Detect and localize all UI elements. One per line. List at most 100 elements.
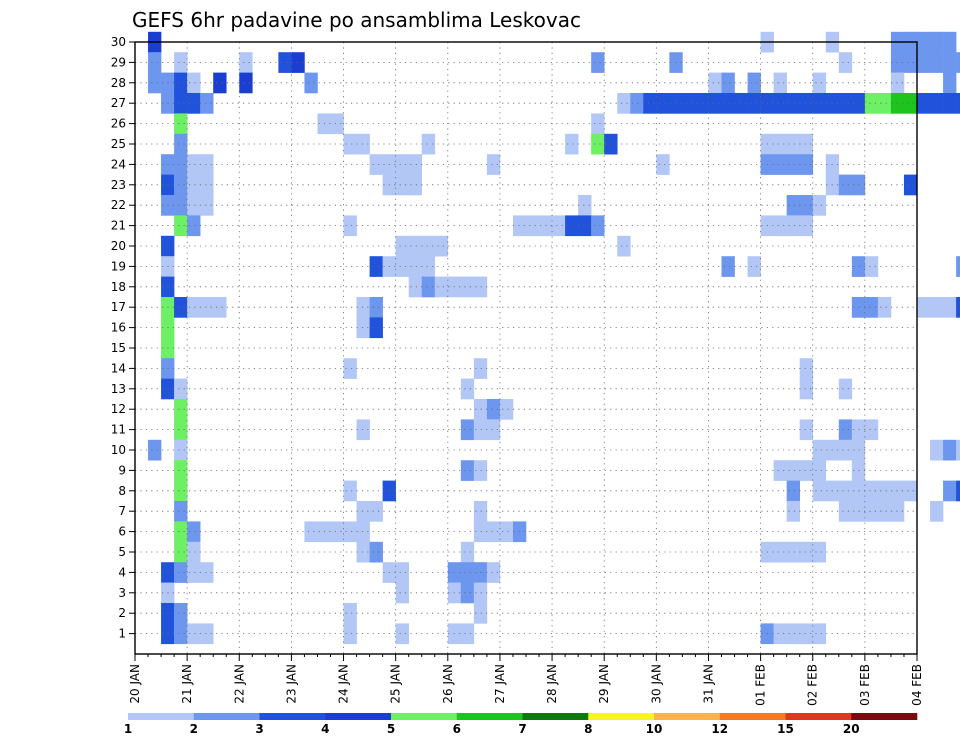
x-tick-label: 28 JAN — [545, 664, 559, 704]
y-tick-label: 3 — [118, 586, 126, 600]
heatmap-cell — [499, 399, 514, 420]
heatmap-cell — [356, 133, 370, 155]
heatmap-cell — [408, 256, 423, 277]
colorbar-label: 12 — [711, 722, 728, 736]
colorbar-label: 3 — [255, 722, 263, 736]
heatmap-cell — [473, 460, 488, 481]
heatmap-cell — [473, 399, 488, 420]
heatmap-cell — [187, 562, 201, 583]
heatmap-cell — [187, 297, 201, 318]
heatmap-cell — [473, 501, 488, 522]
colorbar-label: 4 — [321, 722, 329, 736]
heatmap-cell — [421, 276, 436, 298]
heatmap-cell — [187, 195, 201, 216]
heatmap-cell — [526, 215, 540, 237]
heatmap-cell — [786, 623, 800, 645]
heatmap-cell — [773, 154, 787, 175]
y-tick-label: 11 — [111, 423, 126, 437]
heatmap-cell — [812, 541, 827, 563]
heatmap-cell — [930, 52, 944, 73]
heatmap-cell — [200, 93, 214, 114]
y-tick-label: 5 — [118, 545, 126, 559]
heatmap-cell — [369, 501, 383, 522]
heatmap-cell — [812, 72, 827, 94]
heatmap-cell — [343, 521, 357, 543]
heatmap-cell — [304, 521, 318, 543]
heatmap-cell — [812, 93, 827, 114]
y-tick-label: 12 — [111, 402, 126, 416]
heatmap-cell — [721, 72, 735, 94]
y-tick-label: 29 — [111, 55, 126, 69]
heatmap-cell — [395, 235, 409, 257]
heatmap-cell — [734, 93, 748, 114]
heatmap-cell — [956, 52, 960, 73]
heatmap-cell — [174, 501, 188, 522]
heatmap-cell — [630, 93, 644, 114]
heatmap-cell — [356, 317, 370, 339]
heatmap-cell — [747, 256, 761, 277]
heatmap-cell — [356, 419, 370, 441]
heatmap-cell — [473, 562, 488, 583]
heatmap-cell — [943, 439, 957, 461]
heatmap-cell — [786, 501, 800, 522]
heatmap-cell — [838, 378, 853, 400]
y-tick-label: 4 — [118, 565, 126, 579]
heatmap-cell — [330, 113, 344, 135]
heatmap-cell — [851, 480, 866, 502]
x-axis-ticks: 20 JAN 21 JAN 22 JAN 23 JAN 24 JAN 25 JAN 26 J… — [128, 654, 924, 706]
heatmap-cell — [174, 52, 188, 73]
heatmap-cell — [721, 256, 735, 277]
heatmap-cell — [200, 623, 214, 645]
colorbar-label: 1 — [124, 722, 132, 736]
heatmap-cell — [395, 256, 409, 277]
heatmap-cell — [369, 297, 383, 318]
x-tick-label: 03 FEB — [858, 664, 872, 706]
heatmap-cell — [877, 297, 892, 318]
heatmap-cell — [747, 93, 761, 114]
colorbar-label: 8 — [584, 722, 592, 736]
heatmap-cell — [473, 358, 488, 379]
y-tick-label: 10 — [111, 443, 126, 457]
heatmap-cell — [512, 215, 527, 237]
heatmap-cell — [174, 399, 188, 420]
heatmap-cell — [213, 297, 227, 318]
colorbar-label: 10 — [646, 722, 663, 736]
heatmap-cell — [369, 256, 383, 277]
heatmap-cell — [943, 31, 957, 53]
x-tick-label: 25 JAN — [389, 664, 403, 704]
colorbar-swatch — [325, 713, 392, 720]
heatmap-cell — [148, 439, 162, 461]
heatmap-cell — [786, 480, 800, 502]
heatmap-cell — [421, 256, 436, 277]
heatmap-cell — [473, 582, 488, 604]
x-tick-label: 04 FEB — [910, 664, 924, 706]
heatmap-cell — [930, 501, 944, 522]
heatmap-cell — [174, 195, 188, 216]
heatmap-cell — [395, 623, 409, 645]
heatmap-cell — [343, 603, 357, 624]
colorbar-swatch — [654, 713, 721, 720]
heatmap-cell — [930, 31, 944, 53]
heatmap-cell — [864, 93, 879, 114]
heatmap-cell — [187, 154, 201, 175]
heatmap-cell — [799, 460, 814, 481]
y-tick-label: 19 — [111, 259, 126, 273]
y-tick-label: 15 — [111, 341, 126, 355]
heatmap-cell — [786, 133, 800, 155]
heatmap-cell — [473, 419, 488, 441]
heatmap-cell — [356, 521, 370, 543]
heatmap-cell — [838, 419, 853, 441]
y-tick-label: 18 — [111, 280, 126, 294]
heatmap-cell — [174, 297, 188, 318]
heatmap-cell — [773, 460, 787, 481]
heatmap-cell — [591, 215, 605, 237]
heatmap-cell — [578, 215, 592, 237]
heatmap-cell — [799, 623, 814, 645]
heatmap-cell — [956, 256, 960, 277]
x-tick-label: 23 JAN — [284, 664, 298, 704]
heatmap-cell — [395, 562, 409, 583]
colorbar-swatch — [785, 713, 852, 720]
heatmap-cell — [200, 174, 214, 196]
heatmap-cell — [851, 297, 866, 318]
heatmap-cell — [174, 562, 188, 583]
